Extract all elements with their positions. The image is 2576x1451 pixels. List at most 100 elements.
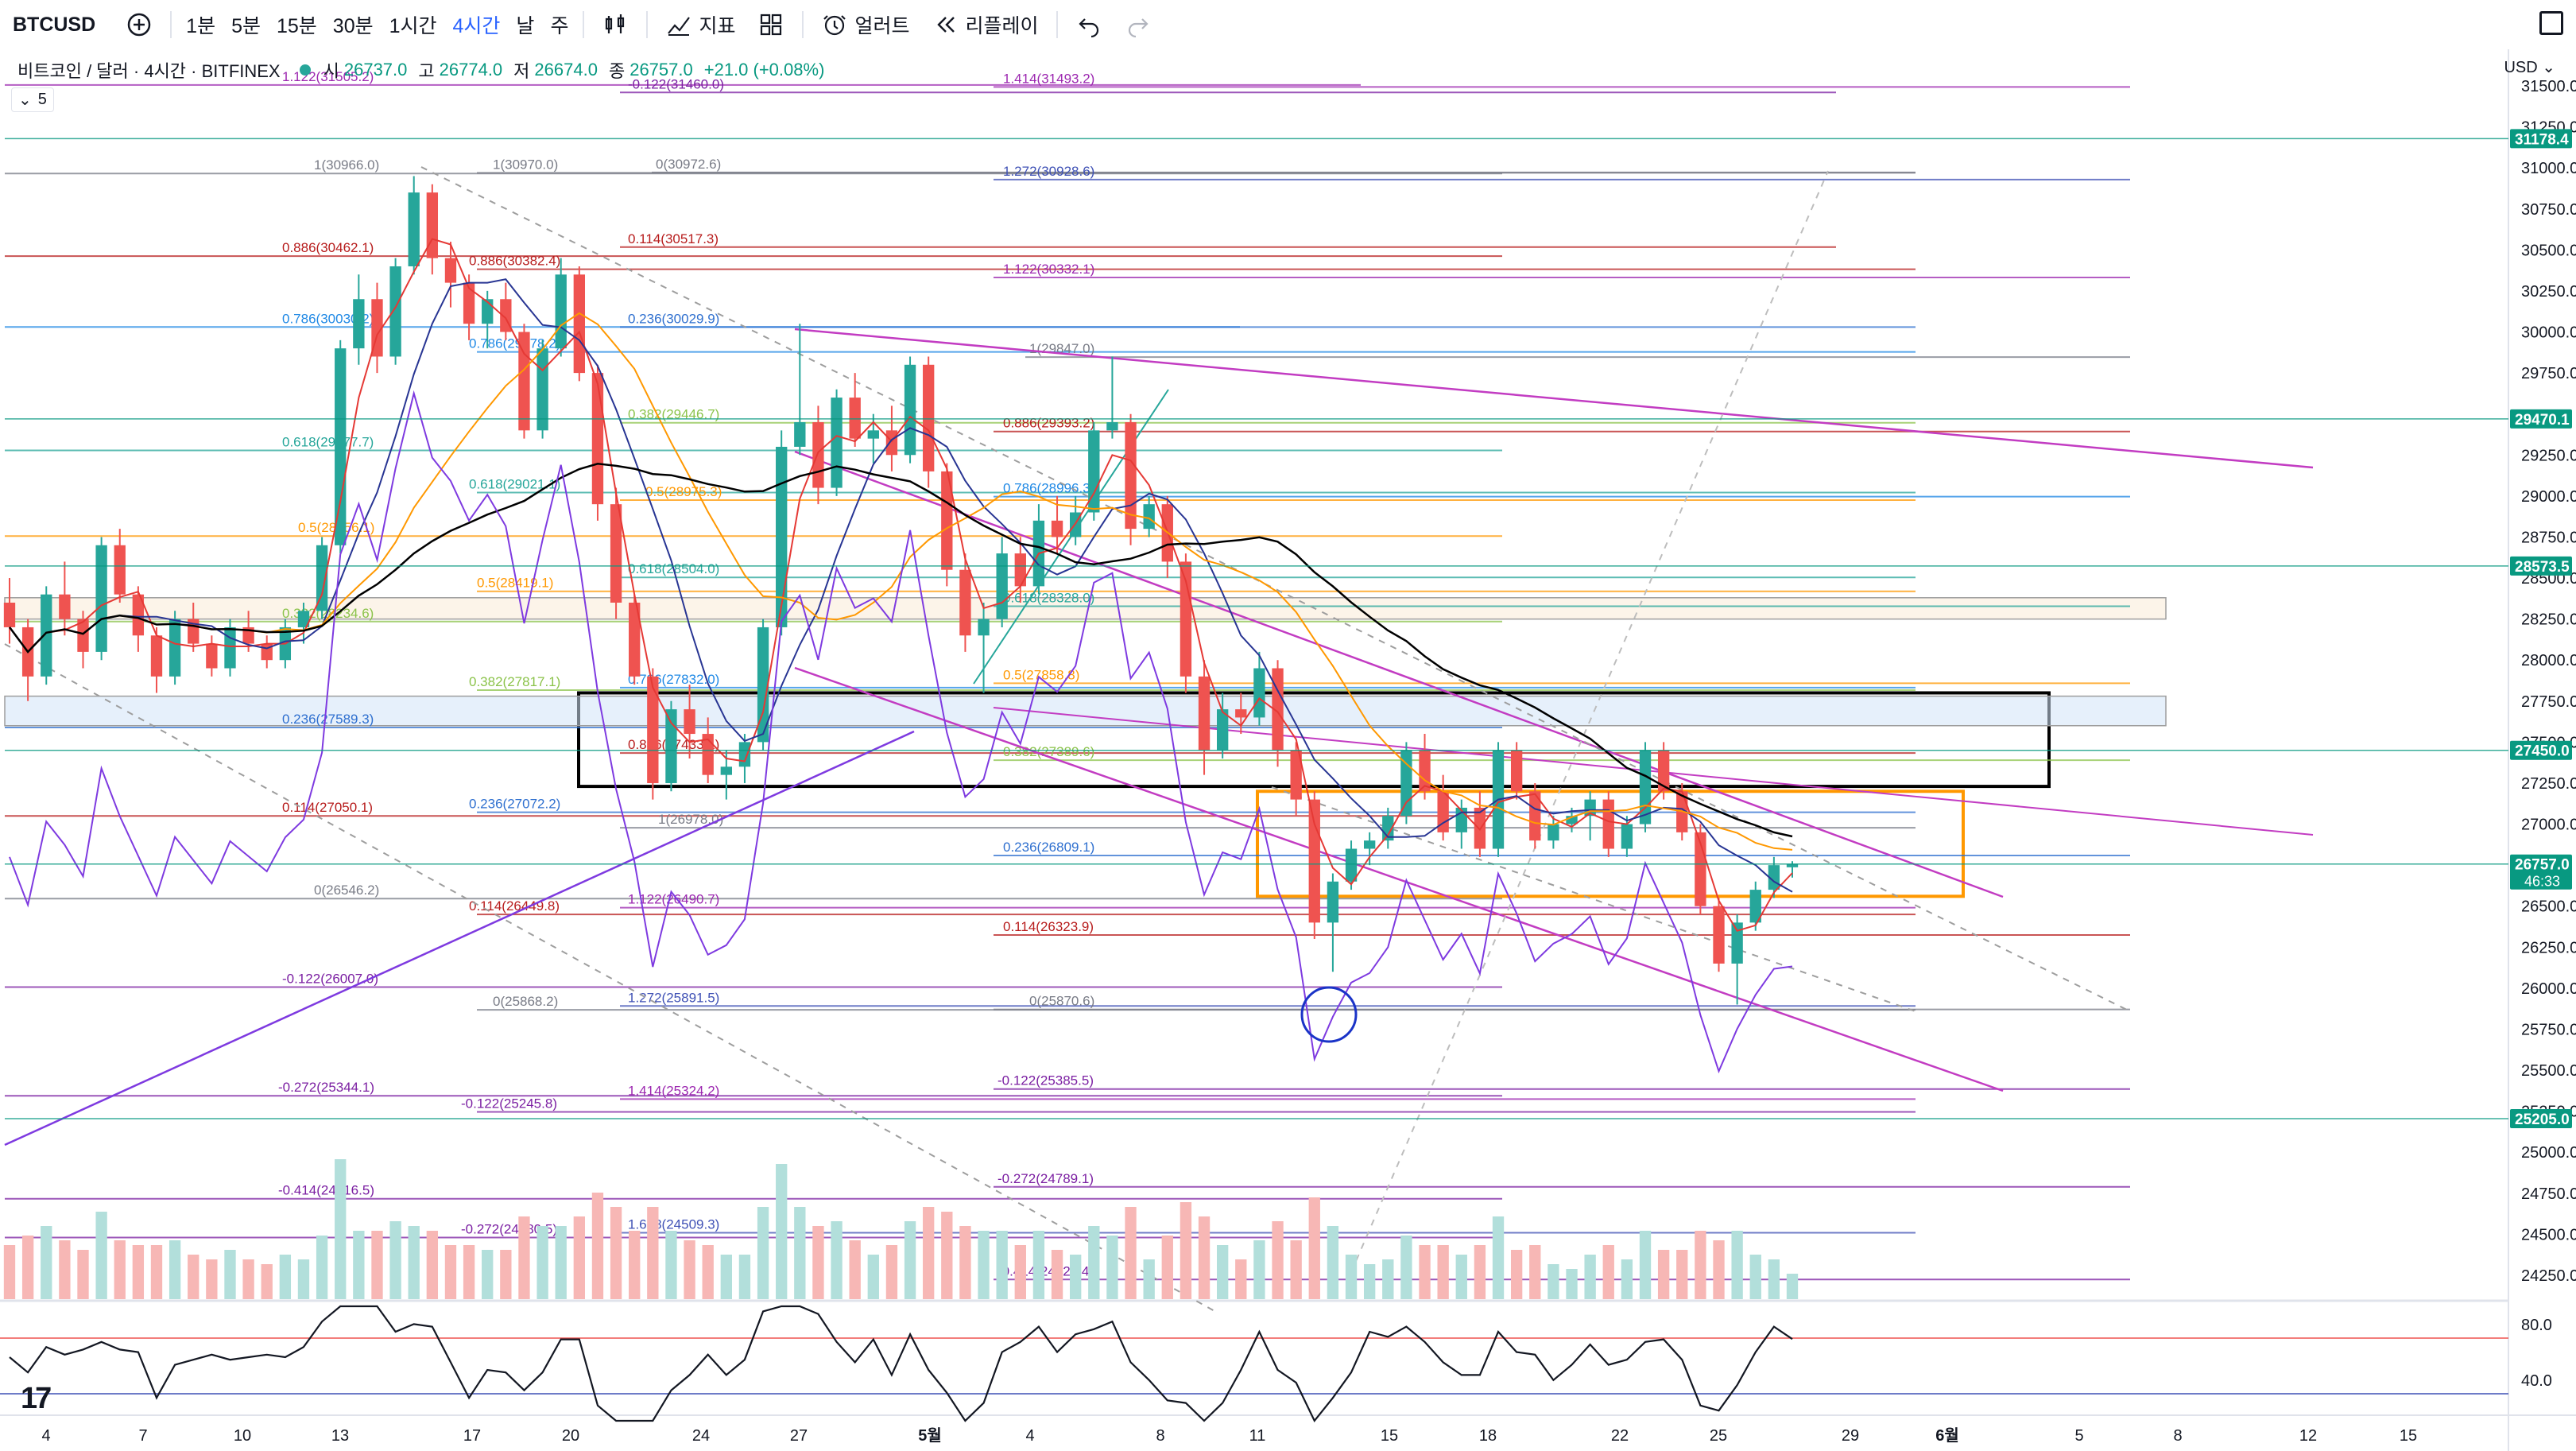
time-axis-tick: 25: [1710, 1427, 1727, 1445]
time-axis-tick: 29: [1842, 1427, 1859, 1445]
volume-bar: [1180, 1202, 1192, 1299]
timeframe-4[interactable]: 1시간: [389, 15, 437, 37]
candle: [224, 619, 236, 677]
volume-bar: [335, 1159, 347, 1299]
time-axis-tick: 8: [1156, 1427, 1164, 1445]
volume-bar: [1198, 1216, 1211, 1299]
fib-level-label: 1(30966.0): [314, 157, 379, 173]
indicator-toggle[interactable]: ⌄ 5: [11, 87, 54, 112]
oscillator-line: [9, 1305, 1793, 1423]
time-axis-tick: 6월: [1935, 1426, 1959, 1445]
add-symbol-icon[interactable]: [114, 0, 164, 49]
price-axis-tick: 29750.0: [2521, 365, 2576, 382]
trend-line: [993, 707, 2314, 836]
symbol-search[interactable]: BTCUSD: [13, 13, 96, 36]
price-axis-tick: 25500.0: [2521, 1062, 2576, 1080]
fib-level-label: 0.618(29021.1): [469, 477, 560, 492]
candle: [610, 487, 622, 619]
ma-very-long-line: [9, 390, 1793, 1074]
volume-bar: [1088, 1226, 1100, 1299]
volume-bar: [1125, 1207, 1137, 1299]
fib-level-label: 0.786(29878.2): [469, 336, 560, 351]
volume-bar: [1290, 1240, 1302, 1299]
time-axis-tick: 18: [1479, 1427, 1497, 1445]
timeframe-3[interactable]: 30분: [332, 15, 374, 37]
timeframe-0[interactable]: 1분: [186, 15, 216, 37]
candle: [297, 602, 310, 644]
candle: [684, 685, 695, 759]
volume-bar: [1713, 1240, 1725, 1299]
market-status-icon: [299, 64, 311, 76]
candle: [1216, 693, 1229, 759]
volume-bar: [1161, 1236, 1173, 1299]
volume-bar: [169, 1240, 181, 1299]
candle: [95, 537, 107, 661]
indicators-button[interactable]: 지표: [654, 0, 746, 49]
replay-button[interactable]: 리플레이: [920, 0, 1049, 49]
volume-bar: [224, 1250, 236, 1299]
timeframe-6[interactable]: 날: [516, 15, 535, 37]
volume-bar: [1327, 1226, 1339, 1299]
volume-bar: [59, 1240, 71, 1299]
volume-bar: [1749, 1255, 1761, 1299]
volume-bar: [242, 1259, 254, 1299]
price-label-box: [2510, 409, 2572, 429]
volume-bar: [1106, 1236, 1118, 1299]
price-label-text: 28573.5: [2515, 559, 2570, 576]
fib-level-label: -0.272(24789.1): [997, 1171, 1094, 1186]
fib-level-label: 0.786(28996.3): [1003, 481, 1094, 496]
price-axis-tick: 25750.0: [2521, 1021, 2576, 1038]
price-label-box: [2510, 854, 2572, 890]
price-label-text: 27450.0: [2515, 743, 2570, 760]
time-axis-tick: 22: [1611, 1427, 1629, 1445]
volume-bar: [923, 1207, 935, 1299]
timeframe-5[interactable]: 4시간: [452, 15, 501, 37]
alert-button[interactable]: 얼러트: [810, 0, 920, 49]
price-axis-tick: 30500.0: [2521, 242, 2576, 259]
candle: [389, 258, 401, 365]
candle: [1548, 816, 1559, 849]
candle: [1235, 693, 1247, 735]
layouts-icon[interactable]: [746, 0, 796, 49]
replay-label: 리플레이: [965, 15, 1039, 37]
redo-icon[interactable]: [1114, 0, 1163, 49]
time-axis-tick: 12: [2299, 1427, 2317, 1445]
candle: [1749, 881, 1761, 931]
currency-selector[interactable]: USD ⌄: [2504, 59, 2555, 76]
price-axis-tick: 31000.0: [2521, 160, 2576, 177]
fullscreen-icon[interactable]: [2539, 11, 2563, 35]
legend-title: 비트코인 / 달러 · 4시간 · BITFINEX: [17, 61, 281, 81]
fib-level-label: 0.618(28328.0): [1003, 591, 1094, 606]
volume-bar: [591, 1193, 604, 1299]
trend-line: [4, 643, 1217, 1313]
low-circle-annotation: [1300, 986, 1358, 1043]
fib-level-label: 0.382(27817.1): [469, 674, 560, 689]
timeframe-2[interactable]: 15분: [276, 15, 317, 37]
fib-level-label: -0.122(25385.5): [997, 1073, 1094, 1088]
volume-bar: [1382, 1259, 1394, 1299]
low-value: 26674.0: [534, 60, 598, 80]
chart-type-icon[interactable]: [591, 0, 640, 49]
volume-bar: [812, 1226, 824, 1299]
trend-line: [794, 450, 2004, 898]
timeframe-7[interactable]: 주: [550, 15, 569, 37]
volume-bar: [150, 1245, 163, 1299]
fib-level-label: -0.272(24480.5): [461, 1221, 557, 1236]
volume-bar: [555, 1226, 567, 1299]
price-axis-tick: 25000.0: [2521, 1144, 2576, 1162]
volume-bar: [1253, 1240, 1265, 1299]
volume-bar: [1548, 1264, 1559, 1299]
fib-level-label: 0.886(30462.1): [282, 240, 374, 255]
candle: [1180, 553, 1192, 693]
timeframe-1[interactable]: 5분: [231, 15, 261, 37]
volume-bar: [1602, 1245, 1614, 1299]
candle: [1198, 660, 1211, 775]
undo-icon[interactable]: [1064, 0, 1114, 49]
volume-bar: [1510, 1250, 1523, 1299]
volume-bar: [720, 1255, 732, 1299]
price-axis-tick: 31500.0: [2521, 78, 2576, 95]
volume-bar: [1272, 1221, 1284, 1299]
trend-line: [794, 328, 2314, 469]
price-label-box: [2510, 129, 2572, 149]
